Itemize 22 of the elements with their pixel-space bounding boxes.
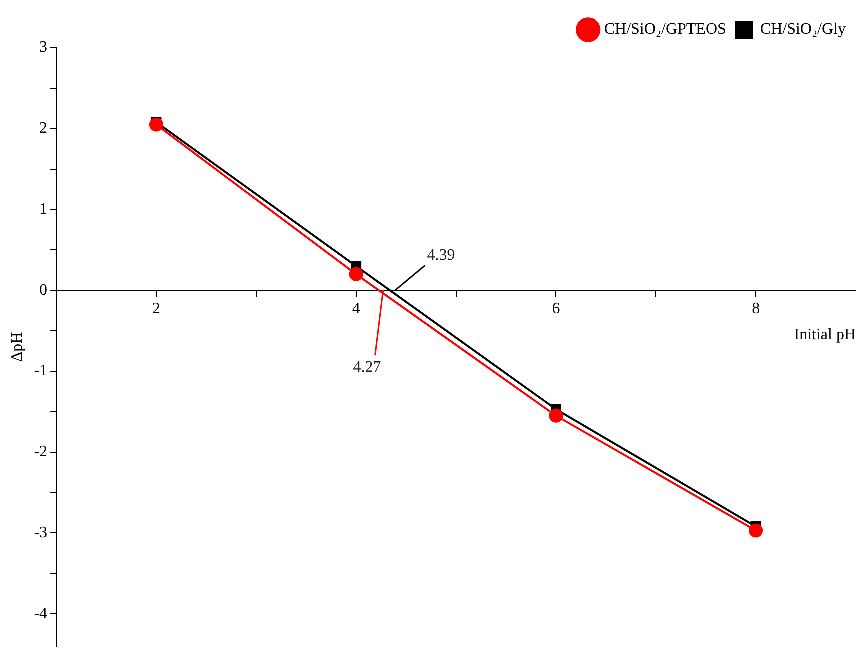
x-tick-label: 8 bbox=[752, 300, 760, 318]
x-tick-label: 4 bbox=[352, 300, 360, 318]
y-tick-label: -2 bbox=[34, 444, 48, 461]
x-axis-title: Initial pH bbox=[794, 326, 856, 344]
y-tick-label: 1 bbox=[40, 200, 48, 218]
y-tick-label: -4 bbox=[34, 605, 48, 622]
y-tick-label: -3 bbox=[34, 524, 48, 542]
x-tick-label: 2 bbox=[152, 300, 160, 318]
y-axis-title: ΔpH bbox=[8, 332, 26, 362]
legend-label: CH/SiO₂/GPTEOS bbox=[604, 21, 726, 38]
point bbox=[149, 118, 164, 132]
annotation: 4.39 bbox=[427, 246, 456, 264]
legend-label: CH/SiO₂/Gly bbox=[760, 21, 846, 38]
annotation: 4.27 bbox=[353, 358, 382, 376]
y-tick-label: 0 bbox=[40, 282, 48, 299]
y-tick-label: 3 bbox=[40, 39, 48, 56]
y-tick-label: -1 bbox=[34, 362, 48, 380]
point bbox=[749, 524, 764, 538]
point bbox=[549, 408, 564, 423]
y-tick-label: 2 bbox=[40, 120, 48, 138]
point bbox=[349, 267, 364, 282]
x-tick-label: 6 bbox=[552, 300, 560, 318]
